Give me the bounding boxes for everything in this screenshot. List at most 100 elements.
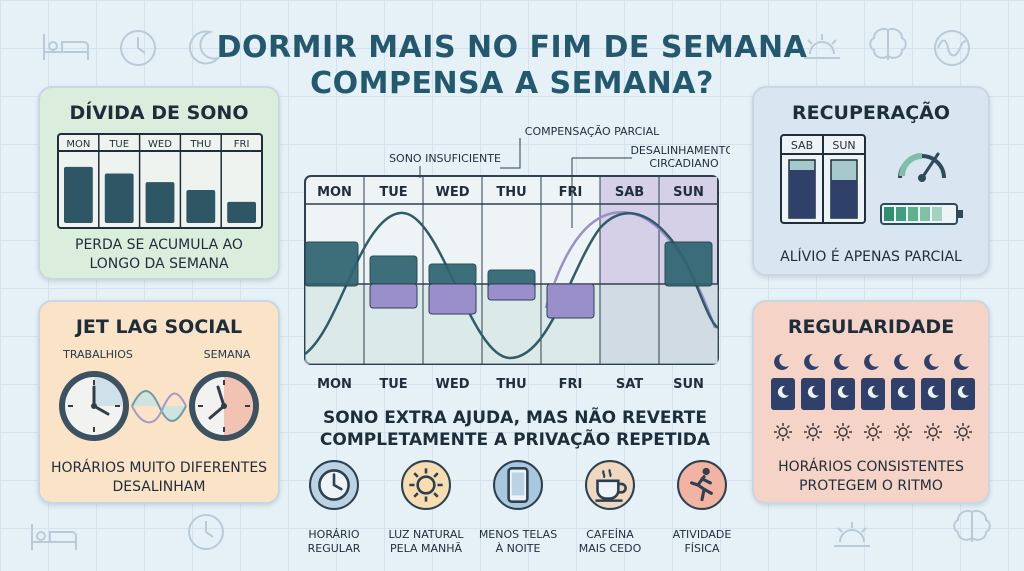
tip-label: MENOS TELAS À NOITE	[472, 528, 564, 556]
caption-line-2: DESALINHAM	[112, 479, 206, 495]
brain-icon	[869, 28, 907, 60]
moon-icon	[954, 353, 969, 370]
moon-icon	[774, 353, 789, 370]
bed-icon	[31, 524, 77, 550]
tip-label-line-1: CAFEÍNA	[586, 528, 634, 541]
sleep-block	[664, 241, 713, 287]
card-title: REGULARIDADE	[787, 316, 955, 338]
day-label-top: THU	[496, 185, 526, 200]
caption-line-2: PROTEGEM O RITMO	[799, 478, 943, 494]
day-label-sun: SUN	[832, 139, 855, 152]
day-label-bottom: FRI	[559, 377, 583, 392]
summary-text: SONO EXTRA AJUDA, MAS NÃO REVERTE COMPLE…	[300, 407, 730, 451]
deficit-block	[546, 283, 595, 319]
card-jet-lag-social: JET LAG SOCIAL TRABALHIOS SEMANA HORÁRIO…	[38, 300, 280, 504]
weekend-recovery-calendar: SAB SUN	[780, 134, 866, 224]
tip-item: CAFEÍNA MAIS CEDO	[564, 460, 656, 560]
tip-item: MENOS TELAS À NOITE	[472, 460, 564, 560]
caption-line-2: LONGO DA SEMANA	[89, 256, 229, 272]
sun-icon	[838, 427, 848, 437]
day-label-top: MON	[317, 185, 352, 200]
card-caption: HORÁRIOS CONSISTENTES PROTEGEM O RITMO	[754, 458, 988, 496]
tip-label-line-2: FÍSICA	[684, 542, 720, 555]
tip-label: CAFEÍNA MAIS CEDO	[564, 528, 656, 556]
coffee-icon	[585, 460, 635, 510]
tip-label-line-2: PELA MANHÃ	[389, 542, 463, 555]
card-recuperacao: RECUPERAÇÃO SAB SUN ALÍVIO É APENAS PARC…	[752, 86, 990, 276]
sleep-debt-bar	[64, 166, 93, 223]
clock-icon	[188, 514, 224, 550]
label-trabalho: TRABALHIOS	[63, 348, 133, 361]
day-label-top: WED	[435, 185, 469, 200]
day-label-top: SAB	[615, 185, 644, 200]
tip-label-line-1: ATIVIDADE	[672, 528, 732, 541]
annotation-desalinhamento: DESALINHAMENTO CIRCADIANO	[630, 144, 730, 170]
day-label: FRI	[234, 139, 250, 150]
day-label: TUE	[108, 139, 129, 150]
bed-icon	[43, 34, 89, 60]
sun-icon	[868, 427, 878, 437]
card-caption: ALÍVIO É APENAS PARCIAL	[780, 249, 962, 265]
moon-icon	[894, 353, 909, 370]
phone-icon	[493, 460, 543, 510]
sun-icon	[778, 427, 788, 437]
tip-label-line-2: REGULAR	[307, 542, 361, 555]
caption-line-1: HORÁRIOS MUITO DIFERENTES	[50, 460, 268, 476]
day-label-bottom: THU	[496, 377, 526, 392]
card-divida-de-sono: DÍVIDA DE SONO MON TUE WED THU FRI PERDA SE …	[38, 86, 280, 280]
sleep-block	[428, 263, 477, 285]
sun-icon	[401, 460, 451, 510]
clock-icon	[120, 30, 156, 66]
day-label-bottom: WED	[435, 377, 469, 392]
card-caption: PERDA SE ACUMULA AO LONGO DA SEMANA	[40, 236, 278, 274]
day-label-top: TUE	[379, 185, 407, 200]
sleep-debt-bar	[227, 201, 256, 223]
work-clock-icon	[59, 371, 129, 441]
clock-icon	[309, 460, 359, 510]
tip-label-line-1: HORÁRIO	[308, 528, 360, 541]
day-label-sab: SAB	[791, 139, 813, 152]
circadian-curve	[304, 211, 719, 360]
summary-line-1: SONO EXTRA AJUDA, MAS NÃO REVERTE	[322, 408, 708, 428]
wave-icon	[934, 30, 970, 66]
page-title: DORMIR MAIS NO FIM DE SEMANA COMPENSA A …	[200, 30, 824, 102]
moon-icon	[834, 353, 849, 370]
summary-line-2: COMPLETAMENTE A PRIVAÇÃO REPETIDA	[319, 430, 711, 450]
day-label: THU	[189, 139, 211, 150]
label-semana: SEMANA	[203, 348, 251, 361]
day-label-bottom: TUE	[379, 377, 407, 392]
day-label-bottom: SUN	[673, 377, 704, 392]
weekend-clock-icon	[189, 371, 259, 441]
day-label: MON	[66, 139, 90, 150]
two-clocks-illustration	[59, 371, 259, 441]
annotation-compensacao-parcial: COMPENSAÇÃO PARCIAL	[525, 125, 660, 138]
running-icon	[677, 460, 727, 510]
battery-icon	[880, 203, 963, 225]
title-line-2: COMPENSA A SEMANA?	[310, 66, 714, 101]
moon-icon	[924, 353, 939, 370]
card-caption: HORÁRIOS MUITO DIFERENTES DESALINHAM	[40, 459, 278, 497]
sunrise-icon	[834, 522, 870, 547]
tip-label: ATIVIDADE FÍSICA	[656, 528, 748, 556]
tip-label-line-1: MENOS TELAS	[478, 528, 558, 541]
sleep-debt-bar	[145, 182, 175, 223]
day-label-top: FRI	[559, 185, 583, 200]
tip-item: HORÁRIO REGULAR	[288, 460, 380, 560]
tip-label: HORÁRIO REGULAR	[288, 528, 380, 556]
annotation-sono-insuficiente: SONO INSUFICIENTE	[389, 152, 501, 165]
card-title: DÍVIDA DE SONO	[69, 102, 249, 124]
sun-icon	[928, 427, 938, 437]
moon-icon	[804, 353, 819, 370]
tips-row: HORÁRIO REGULAR LUZ NATURAL PELA MANHÃ M…	[288, 460, 748, 560]
card-regularidade: REGULARIDADE HORÁRIOS CONSISTENTES PROTE…	[752, 300, 990, 504]
card-title: JET LAG SOCIAL	[75, 316, 243, 338]
sleep-debt-bar	[104, 173, 134, 223]
caption-line-1: HORÁRIOS CONSISTENTES	[778, 459, 964, 475]
weekly-sleep-chart: MON MON TUE TUE WED WED THU THU FRI FRI SAB SAT SUN S…	[304, 125, 730, 392]
moon-icon	[864, 353, 879, 370]
tip-item: ATIVIDADE FÍSICA	[656, 460, 748, 560]
brain-icon	[953, 510, 991, 542]
deficit-block	[369, 283, 418, 309]
caption-line-1: PERDA SE ACUMULA AO	[75, 237, 243, 253]
day-label: WED	[148, 139, 172, 150]
